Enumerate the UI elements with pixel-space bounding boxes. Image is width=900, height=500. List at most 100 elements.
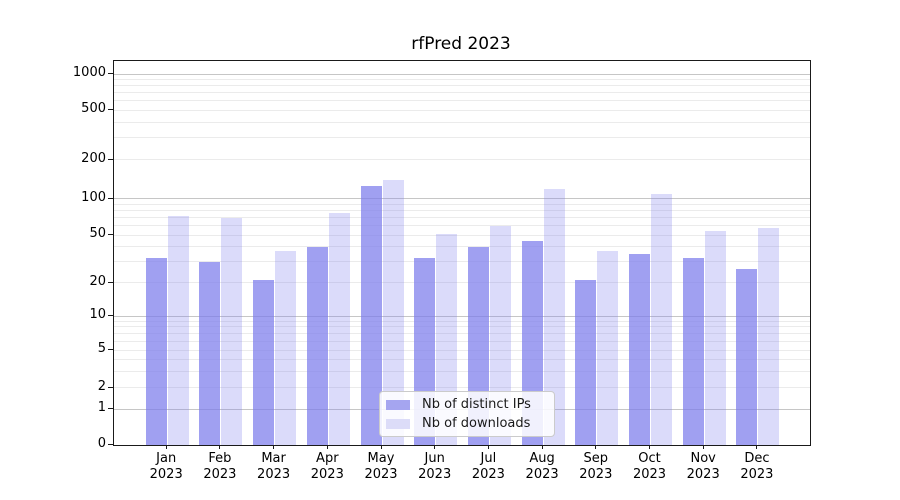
bar-distinct-ips (682, 258, 704, 445)
gridline-major (114, 315, 810, 317)
x-tick-mark (595, 445, 597, 449)
legend-swatch-distinct-ips (386, 399, 410, 410)
gridline-minor (114, 358, 810, 360)
legend-label-downloads: Nb of downloads (422, 416, 531, 431)
x-tick-year: 2023 (364, 467, 398, 482)
bar-downloads (382, 179, 404, 445)
gridline-major (114, 198, 810, 200)
gridline-minor (114, 370, 810, 372)
y-tick-mark (108, 444, 113, 445)
x-tick-year: 2023 (632, 467, 667, 482)
gridline-minor (114, 320, 810, 322)
bar-downloads (328, 213, 350, 445)
x-tick-year: 2023 (203, 467, 237, 482)
x-tick-mark (380, 445, 382, 449)
x-tick-year: 2023 (686, 467, 720, 482)
gridline-minor (114, 326, 810, 328)
y-tick-label: 1000 (72, 65, 106, 81)
legend: Nb of distinct IPs Nb of downloads (379, 391, 555, 437)
bar-distinct-ips (306, 246, 328, 445)
bar-downloads (167, 216, 189, 445)
gridline-minor (114, 79, 810, 81)
y-tick-mark (108, 197, 113, 199)
x-tick-label: Jan 2023 (139, 451, 193, 483)
x-tick-year: 2023 (471, 467, 505, 482)
y-tick-label: 100 (81, 189, 106, 205)
bar-distinct-ips (736, 269, 758, 445)
x-tick-label: Feb 2023 (193, 451, 247, 483)
x-tick-month: Sep (583, 451, 609, 466)
x-tick-label: Jul 2023 (461, 451, 515, 483)
y-tick-label: 500 (81, 101, 106, 117)
x-tick-mark (165, 445, 167, 449)
x-tick-mark (273, 445, 275, 449)
y-tick-mark (108, 109, 113, 111)
x-tick-month: Oct (638, 451, 661, 466)
y-tick-mark (108, 73, 113, 75)
x-tick-month: Mar (261, 451, 286, 466)
bar-distinct-ips (145, 258, 167, 445)
bar-distinct-ips (199, 261, 221, 445)
x-tick-year: 2023 (418, 467, 452, 482)
x-tick-month: Jul (480, 451, 497, 466)
legend-entry-distinct-ips: Nb of distinct IPs (386, 397, 548, 412)
gridline-minor (114, 282, 810, 284)
gridline-minor (114, 349, 810, 351)
x-tick-label: Sep 2023 (569, 451, 623, 483)
y-tick-label: 5 (97, 341, 106, 356)
y-tick-label: 1 (97, 400, 106, 416)
x-tick-label: Mar 2023 (247, 451, 301, 483)
x-tick-year: 2023 (740, 467, 774, 482)
bar-downloads (758, 228, 780, 445)
gridline-minor (114, 85, 810, 87)
bar-distinct-ips (575, 280, 597, 445)
x-tick-month: Aug (529, 451, 555, 466)
x-tick-year: 2023 (149, 467, 183, 482)
y-tick-mark (108, 349, 113, 350)
gridline-minor (114, 340, 810, 342)
bar-distinct-ips (253, 280, 275, 445)
x-tick-year: 2023 (310, 467, 344, 482)
gridline-minor (114, 246, 810, 248)
x-tick-label: Oct 2023 (623, 451, 677, 483)
y-tick-mark (108, 281, 113, 283)
legend-entry-downloads: Nb of downloads (386, 416, 548, 431)
x-tick-month: Apr (316, 451, 339, 466)
gridline-minor (114, 109, 810, 111)
x-tick-month: Feb (208, 451, 232, 466)
x-tick-month: May (367, 451, 395, 466)
gridline-minor (114, 121, 810, 123)
x-tick-month: Jun (424, 451, 445, 466)
x-tick-label: Aug 2023 (515, 451, 569, 483)
bar-distinct-ips (360, 186, 382, 445)
x-tick-label: Jun 2023 (408, 451, 462, 483)
gridline-minor (114, 100, 810, 102)
x-tick-mark (219, 445, 221, 449)
bar-downloads (489, 225, 511, 445)
x-tick-mark (487, 445, 489, 449)
x-tick-year: 2023 (525, 467, 559, 482)
bar-downloads (543, 189, 565, 445)
gridline-minor (114, 234, 810, 236)
y-tick-mark (108, 408, 113, 410)
x-tick-label: May 2023 (354, 451, 408, 483)
y-tick-mark (108, 386, 113, 388)
gridline-minor (114, 209, 810, 211)
x-tick-year: 2023 (257, 467, 291, 482)
x-tick-mark (434, 445, 436, 449)
x-tick-month: Jan (156, 451, 177, 466)
y-tick-mark (108, 234, 113, 236)
y-tick-label: 10 (89, 307, 106, 322)
bar-downloads (704, 231, 726, 445)
y-tick-label: 200 (81, 150, 106, 166)
gridline-minor (114, 92, 810, 94)
gridline-minor (114, 387, 810, 389)
gridline-minor (114, 217, 810, 219)
x-tick-month: Nov (690, 451, 716, 466)
gridline-minor (114, 332, 810, 334)
y-tick-label: 50 (89, 226, 106, 242)
gridline-minor (114, 225, 810, 227)
y-tick-label: 0 (97, 436, 106, 451)
gridline-minor (114, 159, 810, 161)
